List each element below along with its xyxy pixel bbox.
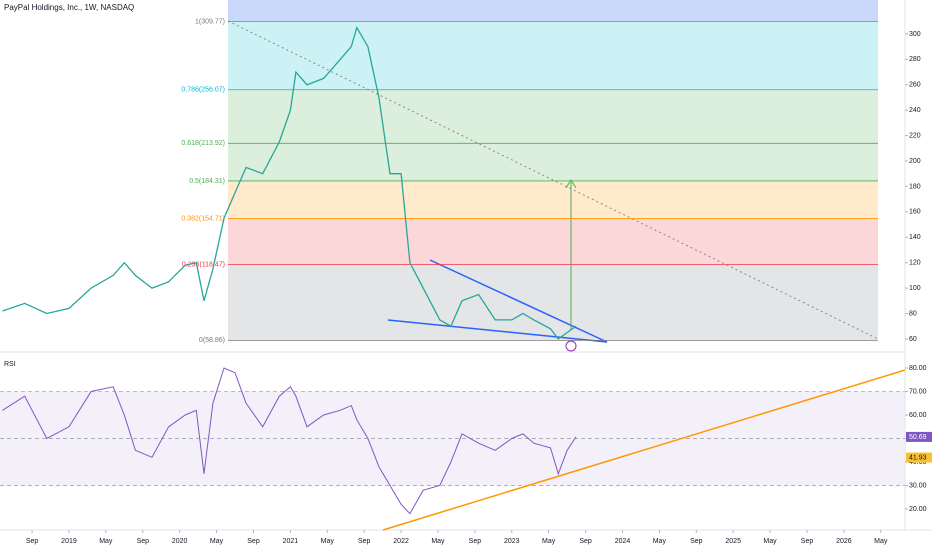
y-tick-label: 60.00 — [909, 412, 927, 419]
x-tick-label: 2023 — [504, 538, 520, 545]
x-tick-label: Sep — [579, 538, 592, 545]
x-tick-label: 2025 — [725, 538, 741, 545]
fib-label: 0.5(184.31) — [189, 178, 225, 185]
chart-title: PayPal Holdings, Inc., 1W, NASDAQ — [4, 3, 134, 12]
x-tick-label: May — [431, 538, 445, 545]
y-tick-label: 180 — [909, 183, 921, 190]
x-tick-label: 2021 — [283, 538, 299, 545]
x-tick-label: Sep — [690, 538, 703, 545]
trend-line — [227, 20, 879, 340]
x-tick-label: 2020 — [172, 538, 188, 545]
value-tag — [906, 431, 932, 442]
y-tick-label: 70.00 — [909, 388, 927, 395]
value-tag-label: 50.69 — [909, 434, 927, 441]
fib-label: 0(58.86) — [199, 337, 225, 344]
x-tick-label: May — [874, 538, 888, 545]
arrow-head — [565, 179, 577, 189]
fib-band — [228, 143, 878, 181]
x-tick-label: Sep — [247, 538, 260, 545]
price-line — [2, 25, 577, 340]
fib-band — [228, 89, 878, 144]
x-tick-label: 2019 — [61, 538, 77, 545]
fib-label: 0.786(256.07) — [181, 87, 225, 94]
y-tick-label: 80 — [909, 310, 917, 317]
x-tick-label: 2022 — [393, 538, 409, 545]
x-tick-label: 2024 — [615, 538, 631, 545]
y-tick-label: 30.00 — [909, 482, 927, 489]
y-tick-label: 60 — [909, 336, 917, 343]
rsi-line — [2, 367, 577, 515]
x-tick-label: 2026 — [836, 538, 852, 545]
x-tick-label: Sep — [469, 538, 482, 545]
fib-band — [228, 180, 878, 219]
y-tick-label: 240 — [909, 107, 921, 114]
x-tick-label: May — [653, 538, 667, 545]
y-tick-label: 100 — [909, 285, 921, 292]
fib-label: 0.618(213.92) — [181, 140, 225, 147]
fib-label: 0.382(154.71) — [181, 215, 225, 222]
y-tick-label: 260 — [909, 82, 921, 89]
event-icon — [565, 340, 577, 352]
x-tick-label: Sep — [137, 538, 150, 545]
value-tag — [906, 452, 932, 463]
y-tick-label: 220 — [909, 132, 921, 139]
wedge-lower — [387, 319, 608, 343]
x-tick-label: May — [763, 538, 777, 545]
fib-label: 0.236(118.47) — [182, 261, 225, 268]
x-tick-label: May — [321, 538, 335, 545]
y-tick-label: 200 — [909, 158, 921, 165]
y-tick-label: 80.00 — [909, 365, 927, 372]
y-tick-label: 20.00 — [909, 506, 927, 513]
x-tick-label: Sep — [26, 538, 39, 545]
x-tick-label: Sep — [801, 538, 814, 545]
y-tick-label: 140 — [909, 234, 921, 241]
fib-band — [228, 264, 878, 341]
x-tick-label: May — [99, 538, 113, 545]
x-tick-label: Sep — [358, 538, 371, 545]
fib-band — [228, 21, 878, 90]
y-tick-label: 120 — [909, 260, 921, 267]
rsi-trend-line — [382, 369, 906, 531]
fib-band — [228, 218, 878, 265]
wedge-upper — [429, 259, 608, 343]
x-tick-label: May — [542, 538, 556, 545]
value-tag-label: 41.93 — [909, 454, 927, 461]
fib-top-band — [228, 0, 878, 21]
y-tick-label: 160 — [909, 209, 921, 216]
y-tick-label: 300 — [909, 31, 921, 38]
y-tick-label: 280 — [909, 56, 921, 63]
x-tick-label: May — [210, 538, 224, 545]
fib-label: 1(309.77) — [195, 18, 225, 25]
rsi-title: RSI — [4, 361, 16, 368]
